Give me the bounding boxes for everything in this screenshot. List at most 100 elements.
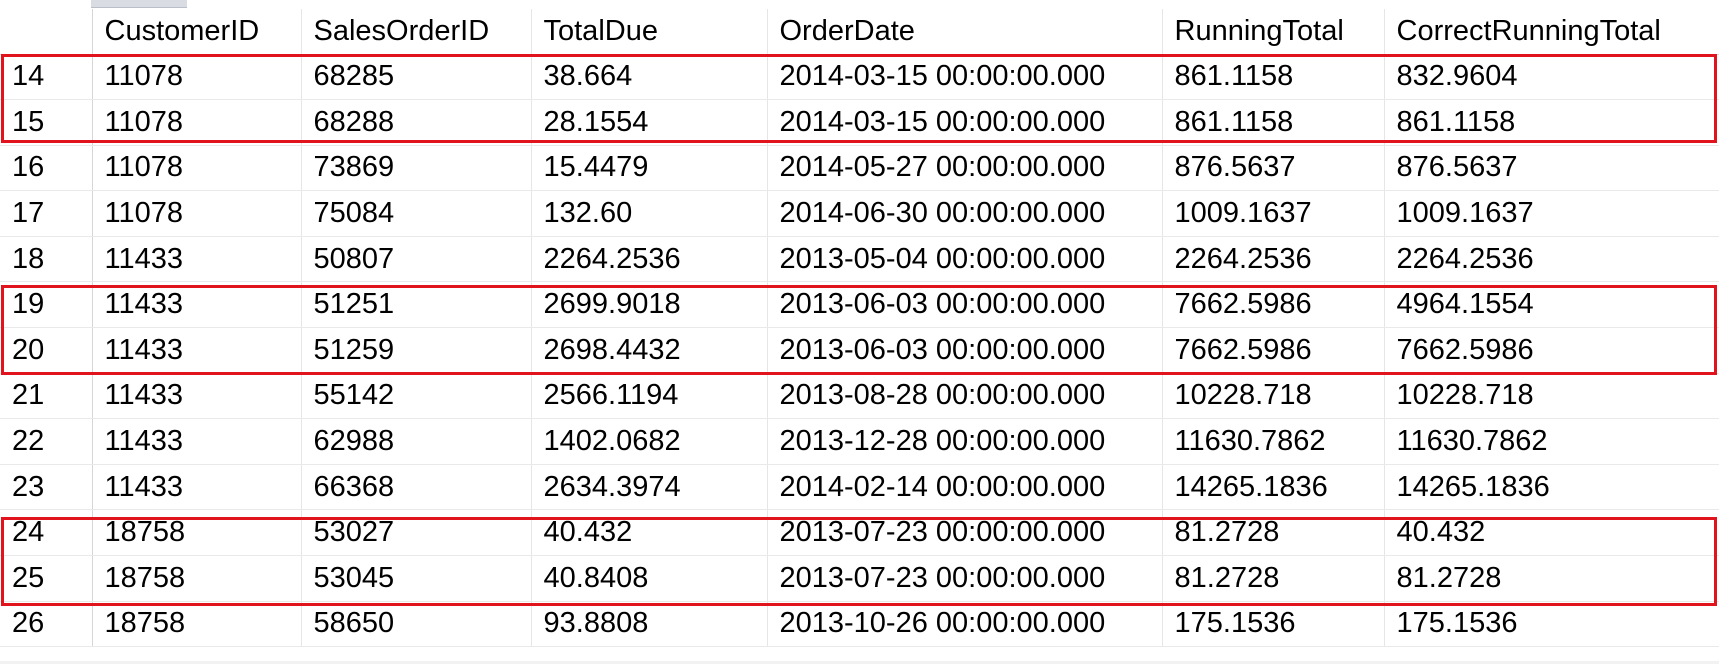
table-row[interactable]: 25 18758 53045 40.8408 2013-07-23 00:00:… bbox=[0, 555, 1719, 602]
column-header-correctrunningtotal[interactable]: CorrectRunningTotal bbox=[1384, 9, 1719, 55]
cell-orderdate[interactable]: 2014-02-14 00:00:00.000 bbox=[767, 464, 1163, 511]
cell-runningtotal[interactable]: 7662.5986 bbox=[1162, 281, 1385, 329]
cell-totaldue[interactable]: 2634.3974 bbox=[531, 464, 768, 511]
cell-salesorderid[interactable]: 68285 bbox=[301, 54, 532, 101]
cell-runningtotal[interactable]: 861.1158 bbox=[1162, 99, 1385, 146]
table-row[interactable]: 15 11078 68288 28.1554 2014-03-15 00:00:… bbox=[0, 99, 1719, 146]
cell-salesorderid[interactable]: 62988 bbox=[301, 418, 532, 465]
cell-correctrunningtotal[interactable]: 1009.1637 bbox=[1384, 190, 1719, 237]
cell-totaldue[interactable]: 40.432 bbox=[531, 509, 768, 557]
cell-runningtotal[interactable]: 81.2728 bbox=[1162, 555, 1385, 602]
cell-runningtotal[interactable]: 81.2728 bbox=[1162, 509, 1385, 557]
column-header-customerid[interactable]: CustomerID bbox=[92, 9, 302, 55]
cell-salesorderid[interactable]: 53045 bbox=[301, 555, 532, 602]
row-number[interactable]: 15 bbox=[0, 99, 93, 146]
grid-corner[interactable] bbox=[0, 9, 93, 55]
cell-customerid[interactable]: 18758 bbox=[92, 601, 302, 648]
cell-orderdate[interactable]: 2013-12-28 00:00:00.000 bbox=[767, 418, 1163, 465]
cell-correctrunningtotal[interactable]: 876.5637 bbox=[1384, 145, 1719, 192]
cell-totaldue[interactable]: 28.1554 bbox=[531, 99, 768, 146]
row-number[interactable]: 18 bbox=[0, 236, 93, 283]
cell-totaldue[interactable]: 93.8808 bbox=[531, 601, 768, 648]
cell-customerid[interactable]: 11078 bbox=[92, 99, 302, 146]
cell-totaldue[interactable]: 1402.0682 bbox=[531, 418, 768, 465]
cell-salesorderid[interactable]: 68288 bbox=[301, 99, 532, 146]
cell-runningtotal[interactable]: 14265.1836 bbox=[1162, 464, 1385, 511]
table-row[interactable]: 22 11433 62988 1402.0682 2013-12-28 00:0… bbox=[0, 418, 1719, 465]
cell-correctrunningtotal[interactable]: 14265.1836 bbox=[1384, 464, 1719, 511]
row-number[interactable]: 17 bbox=[0, 190, 93, 237]
cell-orderdate[interactable]: 2013-06-03 00:00:00.000 bbox=[767, 281, 1163, 329]
cell-customerid[interactable]: 11433 bbox=[92, 281, 302, 329]
cell-totaldue[interactable]: 15.4479 bbox=[531, 145, 768, 192]
cell-correctrunningtotal[interactable]: 2264.2536 bbox=[1384, 236, 1719, 283]
row-number[interactable]: 26 bbox=[0, 601, 93, 648]
table-row[interactable]: 16 11078 73869 15.4479 2014-05-27 00:00:… bbox=[0, 145, 1719, 192]
row-number[interactable]: 20 bbox=[0, 327, 93, 374]
row-number[interactable]: 21 bbox=[0, 373, 93, 420]
cell-correctrunningtotal[interactable]: 175.1536 bbox=[1384, 601, 1719, 648]
cell-orderdate[interactable]: 2014-03-15 00:00:00.000 bbox=[767, 99, 1163, 146]
cell-orderdate[interactable]: 2013-06-03 00:00:00.000 bbox=[767, 327, 1163, 374]
table-row[interactable]: 24 18758 53027 40.432 2013-07-23 00:00:0… bbox=[0, 509, 1719, 557]
cell-correctrunningtotal[interactable]: 832.9604 bbox=[1384, 54, 1719, 101]
table-row[interactable]: 14 11078 68285 38.664 2014-03-15 00:00:0… bbox=[0, 54, 1719, 101]
row-number[interactable]: 22 bbox=[0, 418, 93, 465]
cell-salesorderid[interactable]: 53027 bbox=[301, 509, 532, 557]
cell-customerid[interactable]: 11433 bbox=[92, 236, 302, 283]
cell-totaldue[interactable]: 132.60 bbox=[531, 190, 768, 237]
table-row[interactable]: 23 11433 66368 2634.3974 2014-02-14 00:0… bbox=[0, 464, 1719, 511]
row-number[interactable]: 16 bbox=[0, 145, 93, 192]
cell-totaldue[interactable]: 38.664 bbox=[531, 54, 768, 101]
cell-runningtotal[interactable]: 7662.5986 bbox=[1162, 327, 1385, 374]
table-row[interactable]: 21 11433 55142 2566.1194 2013-08-28 00:0… bbox=[0, 373, 1719, 420]
cell-orderdate[interactable]: 2014-05-27 00:00:00.000 bbox=[767, 145, 1163, 192]
cell-runningtotal[interactable]: 11630.7862 bbox=[1162, 418, 1385, 465]
cell-totaldue[interactable]: 40.8408 bbox=[531, 555, 768, 602]
cell-totaldue[interactable]: 2264.2536 bbox=[531, 236, 768, 283]
table-row[interactable]: 26 18758 58650 93.8808 2013-10-26 00:00:… bbox=[0, 601, 1719, 648]
cell-correctrunningtotal[interactable]: 10228.718 bbox=[1384, 373, 1719, 420]
cell-customerid[interactable]: 11433 bbox=[92, 327, 302, 374]
cell-correctrunningtotal[interactable]: 81.2728 bbox=[1384, 555, 1719, 602]
table-row[interactable]: 18 11433 50807 2264.2536 2013-05-04 00:0… bbox=[0, 236, 1719, 283]
row-number[interactable]: 23 bbox=[0, 464, 93, 511]
cell-customerid[interactable]: 11433 bbox=[92, 418, 302, 465]
cell-customerid[interactable]: 11433 bbox=[92, 464, 302, 511]
cell-salesorderid[interactable]: 55142 bbox=[301, 373, 532, 420]
cell-orderdate[interactable]: 2013-08-28 00:00:00.000 bbox=[767, 373, 1163, 420]
cell-correctrunningtotal[interactable]: 11630.7862 bbox=[1384, 418, 1719, 465]
row-number[interactable]: 14 bbox=[0, 54, 93, 101]
cell-salesorderid[interactable]: 51259 bbox=[301, 327, 532, 374]
cell-totaldue[interactable]: 2698.4432 bbox=[531, 327, 768, 374]
cell-customerid[interactable]: 18758 bbox=[92, 555, 302, 602]
cell-orderdate[interactable]: 2013-05-04 00:00:00.000 bbox=[767, 236, 1163, 283]
cell-orderdate[interactable]: 2013-07-23 00:00:00.000 bbox=[767, 509, 1163, 557]
cell-correctrunningtotal[interactable]: 861.1158 bbox=[1384, 99, 1719, 146]
cell-correctrunningtotal[interactable]: 40.432 bbox=[1384, 509, 1719, 557]
table-row[interactable]: 17 11078 75084 132.60 2014-06-30 00:00:0… bbox=[0, 190, 1719, 237]
cell-runningtotal[interactable]: 10228.718 bbox=[1162, 373, 1385, 420]
table-row[interactable]: 20 11433 51259 2698.4432 2013-06-03 00:0… bbox=[0, 327, 1719, 374]
column-header-runningtotal[interactable]: RunningTotal bbox=[1162, 9, 1385, 55]
cell-correctrunningtotal[interactable]: 7662.5986 bbox=[1384, 327, 1719, 374]
cell-runningtotal[interactable]: 1009.1637 bbox=[1162, 190, 1385, 237]
cell-totaldue[interactable]: 2566.1194 bbox=[531, 373, 768, 420]
results-tab[interactable] bbox=[91, 0, 187, 8]
row-number[interactable]: 25 bbox=[0, 555, 93, 602]
cell-runningtotal[interactable]: 861.1158 bbox=[1162, 54, 1385, 101]
cell-orderdate[interactable]: 2014-03-15 00:00:00.000 bbox=[767, 54, 1163, 101]
column-header-totaldue[interactable]: TotalDue bbox=[531, 9, 768, 55]
table-row[interactable]: 19 11433 51251 2699.9018 2013-06-03 00:0… bbox=[0, 281, 1719, 329]
cell-salesorderid[interactable]: 58650 bbox=[301, 601, 532, 648]
cell-customerid[interactable]: 11078 bbox=[92, 54, 302, 101]
cell-customerid[interactable]: 11078 bbox=[92, 145, 302, 192]
column-header-orderdate[interactable]: OrderDate bbox=[767, 9, 1163, 55]
column-header-salesorderid[interactable]: SalesOrderID bbox=[301, 9, 532, 55]
cell-customerid[interactable]: 18758 bbox=[92, 509, 302, 557]
cell-customerid[interactable]: 11078 bbox=[92, 190, 302, 237]
cell-salesorderid[interactable]: 66368 bbox=[301, 464, 532, 511]
cell-orderdate[interactable]: 2013-10-26 00:00:00.000 bbox=[767, 601, 1163, 648]
cell-salesorderid[interactable]: 73869 bbox=[301, 145, 532, 192]
cell-runningtotal[interactable]: 876.5637 bbox=[1162, 145, 1385, 192]
